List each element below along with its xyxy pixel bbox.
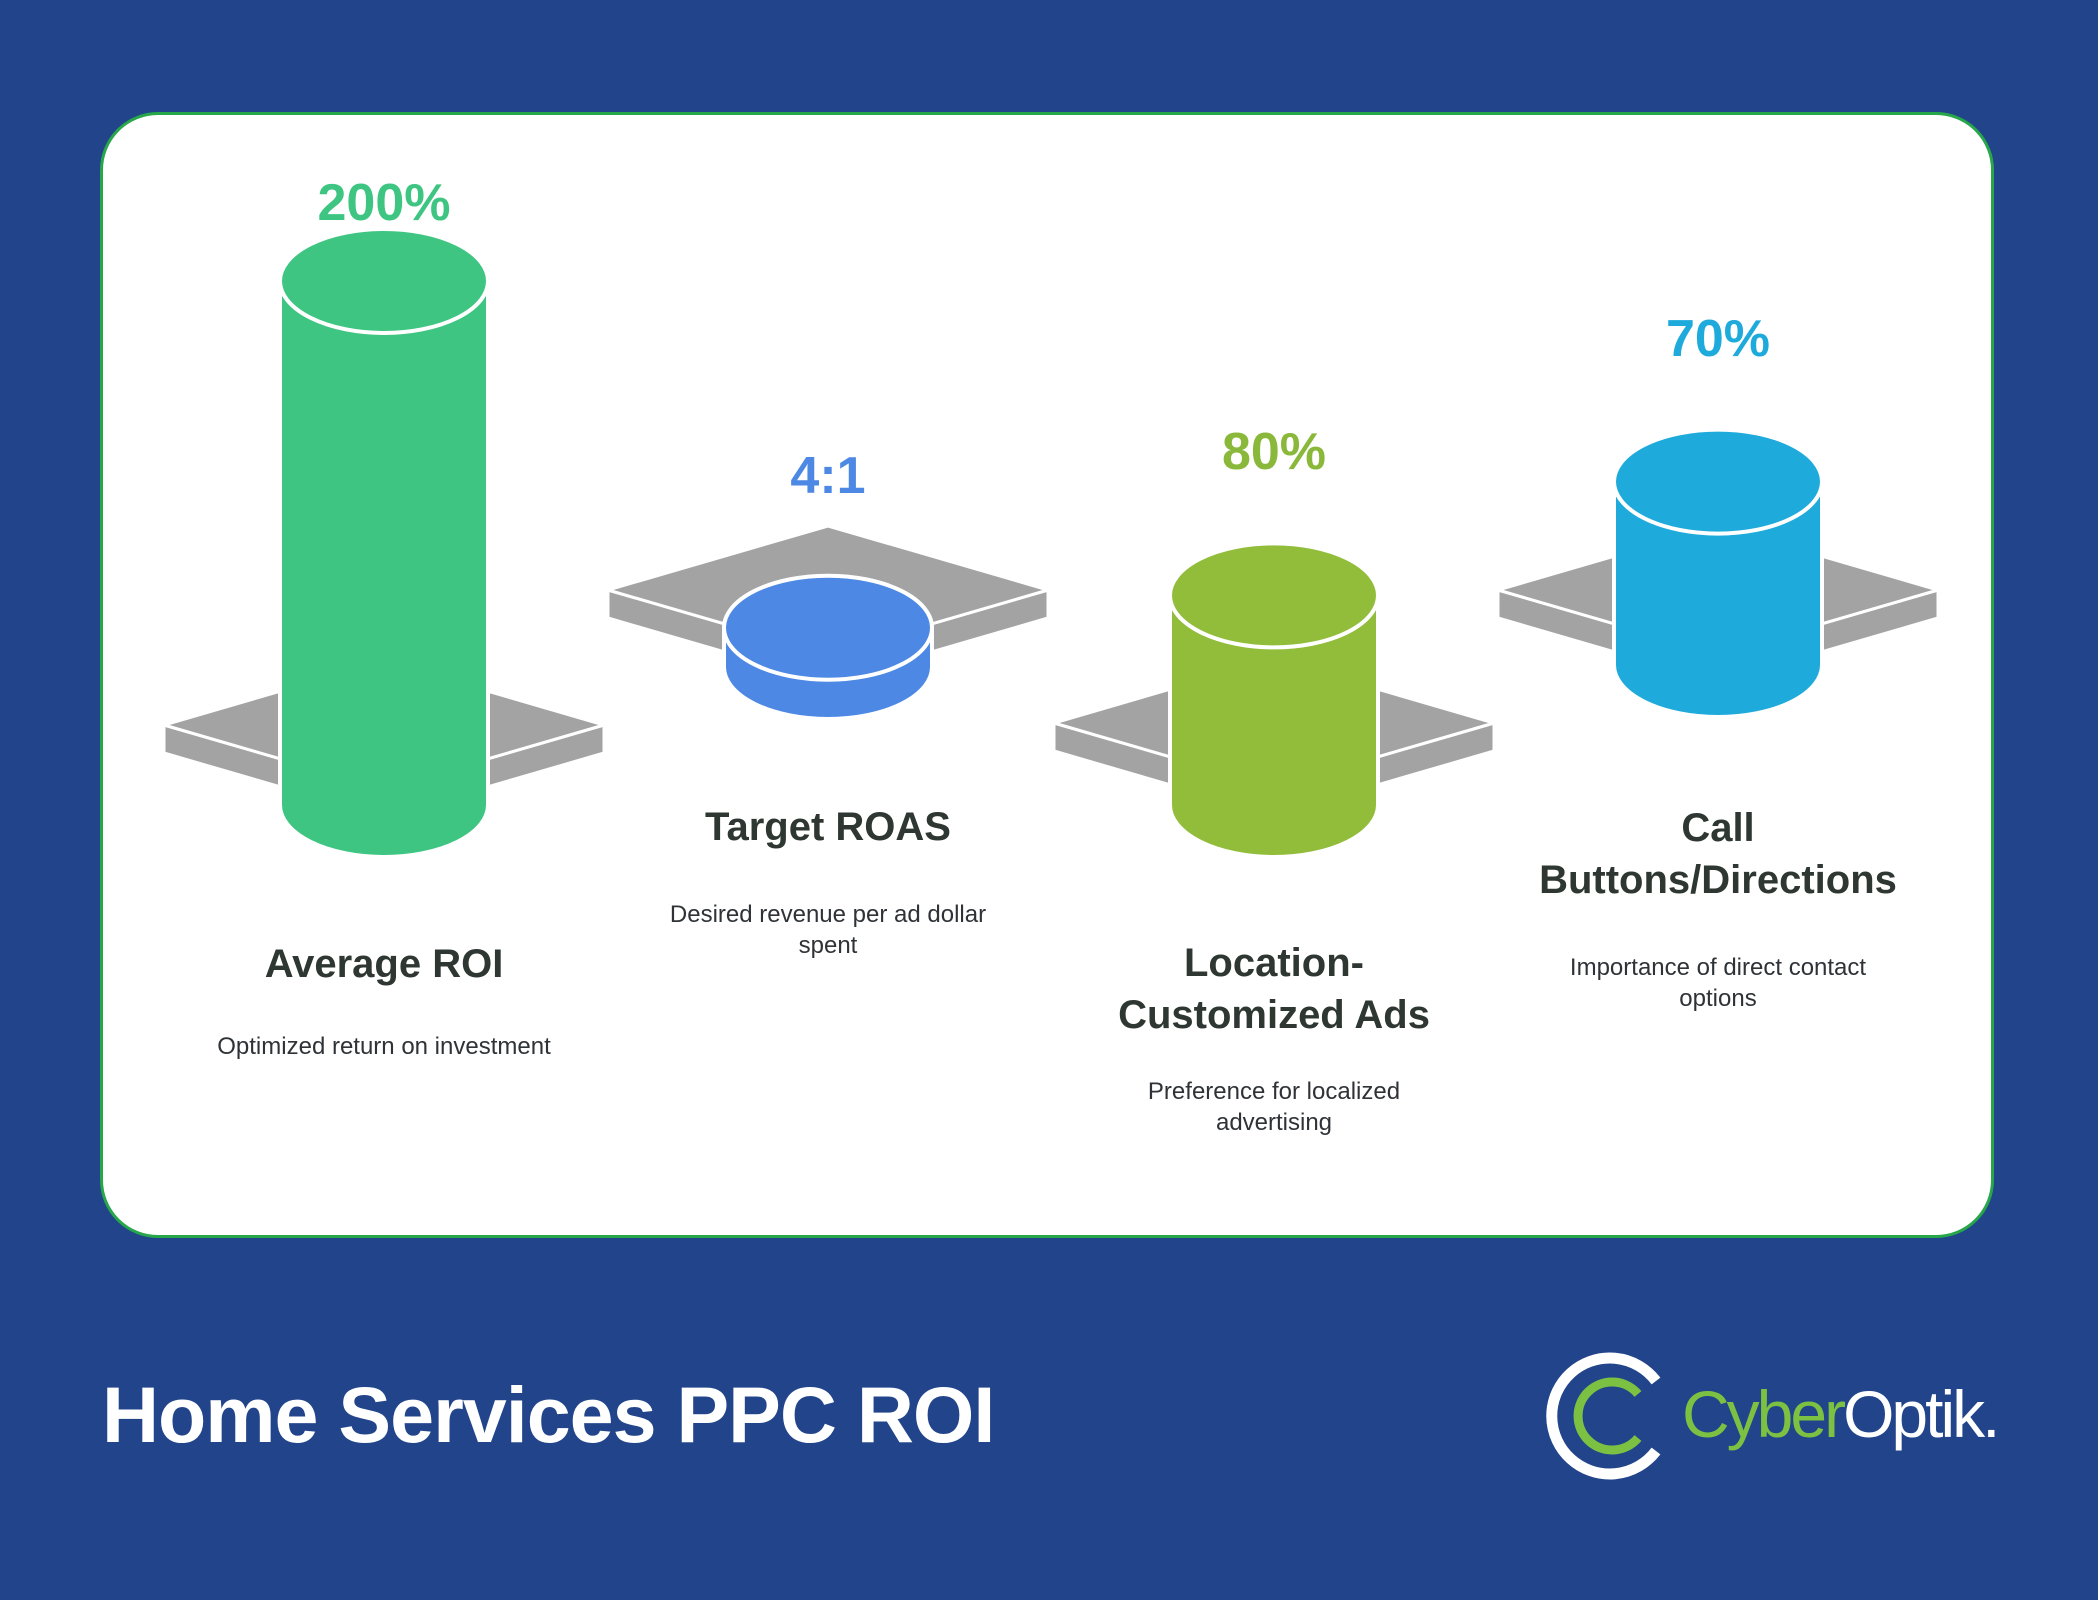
chart-card: 200% 4:1 80% 70% Average ROI Target ROAS… bbox=[100, 112, 1994, 1238]
brand-name-part1: Cyber bbox=[1682, 1377, 1846, 1451]
brand-name-part2: Optik. bbox=[1843, 1377, 2000, 1451]
category-title-location-ads: Location-Customized Ads bbox=[1118, 941, 1430, 1037]
category-title-average-roi: Average ROI bbox=[264, 942, 504, 986]
cylinder-top-location-ads bbox=[1168, 541, 1380, 650]
category-description-call-buttons: Importance of direct contact options bbox=[1569, 954, 1867, 1012]
category-description-location-ads: Preference for localized advertising bbox=[1147, 1078, 1401, 1136]
value-label-call-buttons: 70% bbox=[1665, 310, 1771, 368]
category-title-call-buttons: Call Buttons/Directions bbox=[1539, 806, 1897, 902]
cylinder-top-call-buttons bbox=[1612, 427, 1824, 536]
cyberoptik-logo-icon bbox=[1546, 1352, 1661, 1480]
value-label-location-ads: 80% bbox=[1221, 423, 1327, 481]
brand-name: CyberOptik. bbox=[1682, 1374, 2000, 1454]
category-description-average-roi: Optimized return on investment bbox=[217, 1033, 551, 1060]
category-description-target-roas: Desired revenue per ad dollar spent bbox=[669, 901, 987, 959]
cylinder-location-ads bbox=[1168, 593, 1380, 859]
cylinder-call-buttons bbox=[1612, 479, 1824, 719]
brand-logo: CyberOptik. bbox=[1544, 1346, 2014, 1486]
category-title-target-roas: Target ROAS bbox=[705, 805, 951, 849]
value-label-target-roas: 4:1 bbox=[790, 447, 866, 505]
cylinder-top-target-roas bbox=[722, 573, 934, 682]
value-label-average-roi: 200% bbox=[317, 174, 451, 232]
cylinder-average-roi bbox=[278, 279, 490, 859]
cylinder-chart bbox=[162, 227, 1940, 859]
page-title: Home Services PPC ROI bbox=[102, 1370, 995, 1459]
cylinder-top-average-roi bbox=[278, 227, 490, 335]
